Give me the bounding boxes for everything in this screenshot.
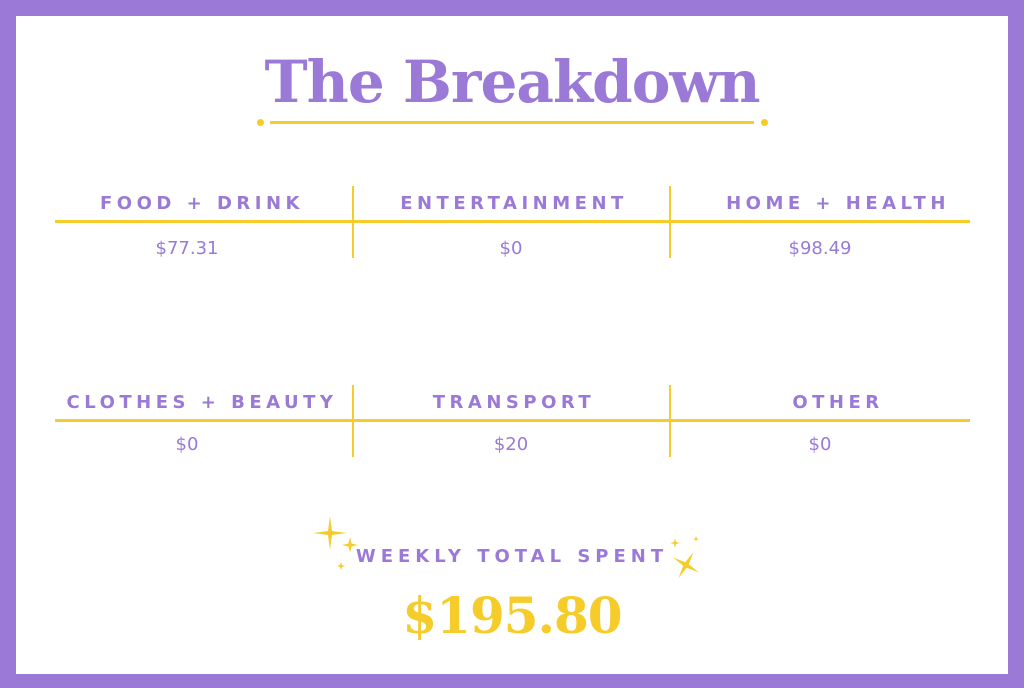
sparkle-icon bbox=[673, 552, 699, 578]
category-label: OTHER bbox=[792, 392, 884, 413]
title-underline bbox=[270, 121, 754, 124]
underline-dot bbox=[257, 119, 264, 126]
divider bbox=[669, 385, 671, 457]
category-label: FOOD + DRINK bbox=[100, 193, 304, 214]
category-label: TRANSPORT bbox=[432, 392, 596, 413]
category-value: $77.31 bbox=[155, 238, 219, 259]
sparkle-icon bbox=[693, 536, 699, 542]
page-title: The Breakdown bbox=[264, 48, 760, 116]
divider bbox=[352, 186, 354, 258]
category-value: $20 bbox=[493, 434, 529, 455]
breakdown-card bbox=[16, 16, 1008, 674]
sparkle-icon bbox=[670, 538, 680, 548]
sparkle-icon bbox=[337, 562, 345, 570]
category-label: ENTERTAINMENT bbox=[400, 193, 628, 214]
category-value: $0 bbox=[808, 434, 832, 455]
divider bbox=[352, 385, 354, 457]
category-label: HOME + HEALTH bbox=[726, 193, 950, 214]
category-value: $0 bbox=[499, 238, 523, 259]
divider bbox=[669, 186, 671, 258]
category-value: $0 bbox=[175, 434, 199, 455]
sparkle-icon bbox=[313, 516, 347, 550]
category-value: $98.49 bbox=[788, 238, 852, 259]
total-label: WEEKLY TOTAL SPENT bbox=[355, 546, 669, 567]
divider bbox=[55, 419, 970, 422]
divider bbox=[55, 220, 970, 223]
category-label: CLOTHES + BEAUTY bbox=[66, 392, 338, 413]
total-value: $195.80 bbox=[402, 586, 622, 645]
sparkle-icon bbox=[342, 537, 358, 553]
underline-dot bbox=[761, 119, 768, 126]
